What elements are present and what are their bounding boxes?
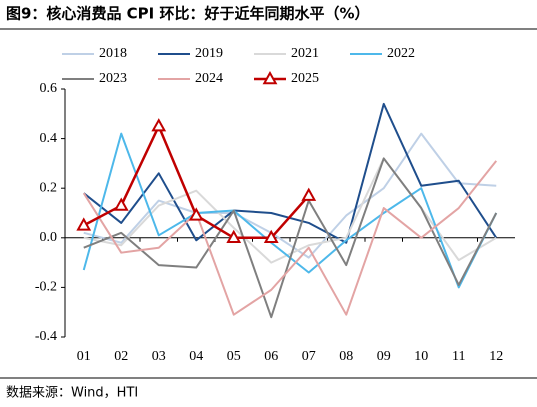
x-tick-label: 11 xyxy=(452,349,465,364)
x-tick-label: 09 xyxy=(377,349,391,364)
point-marker xyxy=(226,229,242,243)
point-marker xyxy=(76,217,92,231)
y-tick-label: 0.6 xyxy=(40,81,58,96)
legend-label: 2018 xyxy=(99,46,127,61)
legend-label: 2025 xyxy=(291,71,319,86)
legend-label: 2022 xyxy=(387,46,415,61)
y-tick-label: -0.4 xyxy=(35,329,57,344)
series-line xyxy=(83,157,498,319)
point-marker xyxy=(151,118,167,132)
legend-marker xyxy=(262,70,278,85)
y-tick-label: 0.2 xyxy=(40,180,58,195)
series-line xyxy=(83,157,497,264)
point-marker xyxy=(113,197,129,211)
series-line xyxy=(83,132,497,259)
x-tick-label: 06 xyxy=(264,349,278,364)
y-tick-label: -0.2 xyxy=(35,280,57,295)
x-tick-label: 05 xyxy=(227,349,241,364)
point-marker xyxy=(188,207,204,221)
y-tick-label: 0.4 xyxy=(40,131,58,146)
x-tick-label: 08 xyxy=(339,349,353,364)
legend-label: 2024 xyxy=(195,71,223,86)
point-marker xyxy=(301,187,317,201)
legend-label: 2019 xyxy=(195,46,223,61)
point-marker xyxy=(263,229,279,243)
source: 数据来源：Wind，HTI xyxy=(6,386,138,401)
x-tick-label: 10 xyxy=(414,349,428,364)
x-tick-label: 04 xyxy=(189,349,203,364)
x-tick-label: 07 xyxy=(302,349,316,364)
y-tick-label: 0.0 xyxy=(40,230,58,245)
x-tick-label: 12 xyxy=(489,349,503,364)
series-line xyxy=(82,160,498,316)
legend-label: 2023 xyxy=(99,71,127,86)
x-tick-label: 03 xyxy=(152,349,166,364)
x-tick-label: 01 xyxy=(77,349,91,364)
legend-label: 2021 xyxy=(291,46,319,61)
x-tick-label: 02 xyxy=(114,349,128,364)
chart-title: 图9：核心消费品 CPI 环比：好于近年同期水平（%） xyxy=(6,5,370,23)
